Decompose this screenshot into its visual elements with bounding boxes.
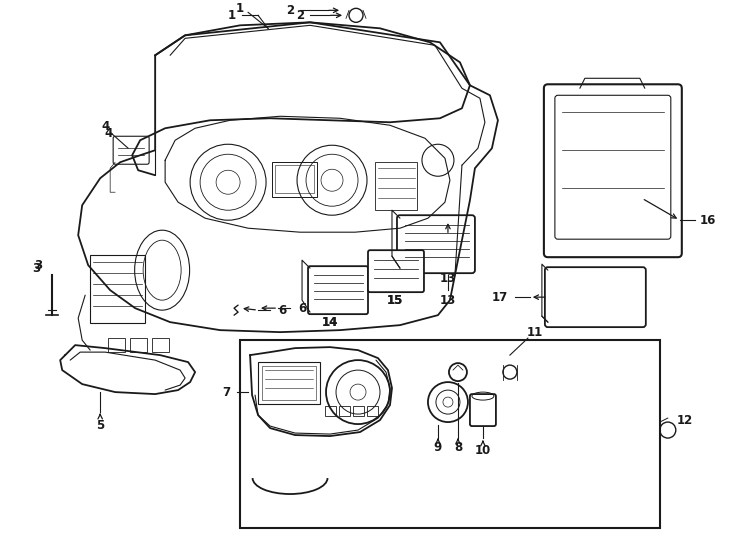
FancyBboxPatch shape (397, 215, 475, 273)
Bar (272, 162, 317, 197)
Text: 8: 8 (454, 441, 462, 454)
Text: 14: 14 (321, 316, 338, 329)
FancyBboxPatch shape (308, 266, 368, 314)
Text: 3: 3 (34, 259, 43, 272)
Bar (90, 255, 145, 323)
Text: 5: 5 (96, 418, 104, 431)
Text: 14: 14 (321, 316, 338, 329)
Text: 16: 16 (700, 214, 716, 227)
Bar (240, 340, 660, 528)
Bar (275, 165, 314, 193)
Text: 15: 15 (387, 294, 403, 307)
Bar (367, 406, 378, 416)
Bar (353, 406, 364, 416)
Bar (325, 406, 336, 416)
Text: 12: 12 (677, 414, 693, 427)
Bar (152, 338, 169, 352)
Text: 4: 4 (104, 127, 112, 140)
FancyBboxPatch shape (545, 267, 646, 327)
Text: 11: 11 (527, 326, 543, 339)
Text: 2: 2 (286, 4, 294, 17)
Text: 7: 7 (222, 386, 230, 399)
FancyBboxPatch shape (470, 394, 496, 426)
FancyBboxPatch shape (368, 250, 424, 292)
FancyBboxPatch shape (113, 136, 149, 164)
FancyBboxPatch shape (544, 84, 682, 257)
Bar (339, 406, 350, 416)
Text: 10: 10 (475, 443, 491, 456)
Text: 1: 1 (236, 2, 244, 15)
Bar (130, 338, 147, 352)
Text: 13: 13 (440, 272, 456, 285)
Bar (258, 362, 320, 404)
Text: 2: 2 (296, 9, 304, 22)
Text: 13: 13 (440, 294, 456, 307)
Text: 17: 17 (492, 291, 508, 303)
Bar (375, 162, 417, 210)
Text: 6: 6 (278, 303, 286, 316)
Text: 4: 4 (101, 120, 109, 133)
Bar (108, 338, 126, 352)
Text: 3: 3 (32, 262, 40, 275)
Text: 6: 6 (298, 302, 306, 315)
Text: 1: 1 (228, 9, 236, 22)
Text: 9: 9 (434, 441, 442, 454)
Bar (262, 366, 316, 400)
Text: 15: 15 (387, 294, 403, 307)
